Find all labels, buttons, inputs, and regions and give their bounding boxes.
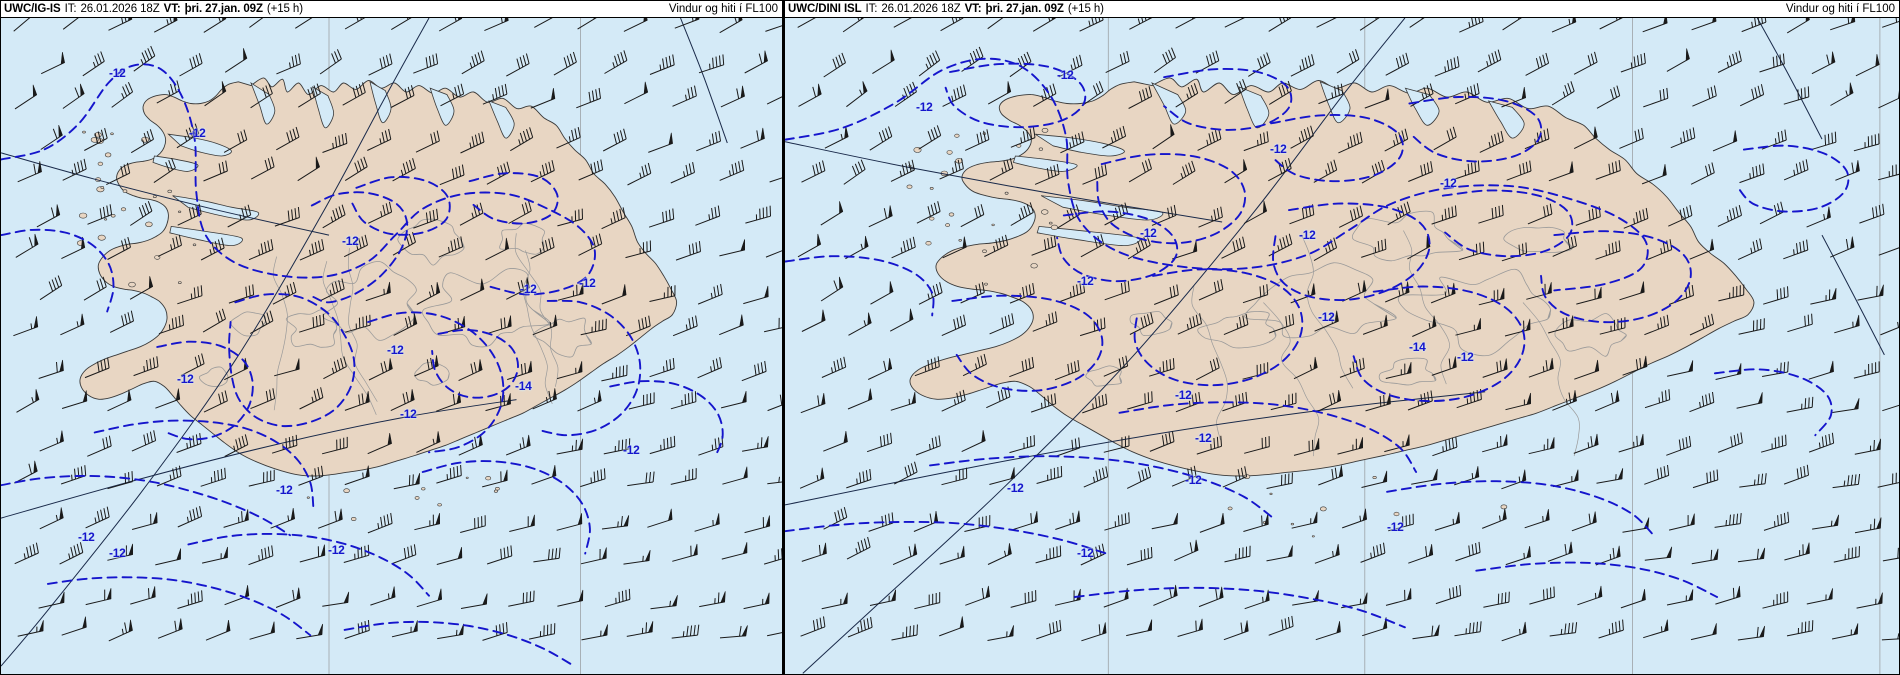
it-label-left: IT: — [64, 3, 77, 15]
panel-left-header: UWC/IG-IS IT: 26.01.2026 18Z VT: þri. 27… — [1, 1, 782, 18]
map-canvas-left[interactable]: -12 -12 -12 -12 -12 -12 -14 -12 -12 -12 -12 -12 -12-… — [1, 18, 782, 674]
panel-right: UWC/DINI ISL IT: 26.01.2026 18Z VT: þri.… — [783, 0, 1900, 675]
map-svg-left — [1, 18, 782, 674]
map-canvas-right[interactable]: -12 -12 -12 -12 -12 -12 -12 -12 -14 -12 -12 -12 -12-… — [785, 18, 1899, 674]
vt-label-left: VT: — [163, 3, 181, 15]
vt-value-left: þri. 27.jan. 09Z — [184, 3, 263, 15]
map-svg-right — [785, 18, 1899, 674]
panel-left: UWC/IG-IS IT: 26.01.2026 18Z VT: þri. 27… — [0, 0, 783, 675]
product-title-left: Vindur og hiti í FL100 — [668, 3, 778, 15]
lead-time-left: (+15 h) — [266, 3, 303, 15]
product-title-right: Vindur og hiti í FL100 — [1785, 3, 1895, 15]
model-name-left: UWC/IG-IS — [4, 3, 61, 15]
vt-label-right: VT: — [964, 3, 982, 15]
model-name-right: UWC/DINI ISL — [788, 3, 862, 15]
it-label-right: IT: — [865, 3, 878, 15]
it-value-right: 26.01.2026 18Z — [881, 3, 961, 15]
panel-right-header: UWC/DINI ISL IT: 26.01.2026 18Z VT: þri.… — [785, 1, 1899, 18]
lead-time-right: (+15 h) — [1067, 3, 1104, 15]
it-value-left: 26.01.2026 18Z — [80, 3, 160, 15]
vt-value-right: þri. 27.jan. 09Z — [985, 3, 1064, 15]
